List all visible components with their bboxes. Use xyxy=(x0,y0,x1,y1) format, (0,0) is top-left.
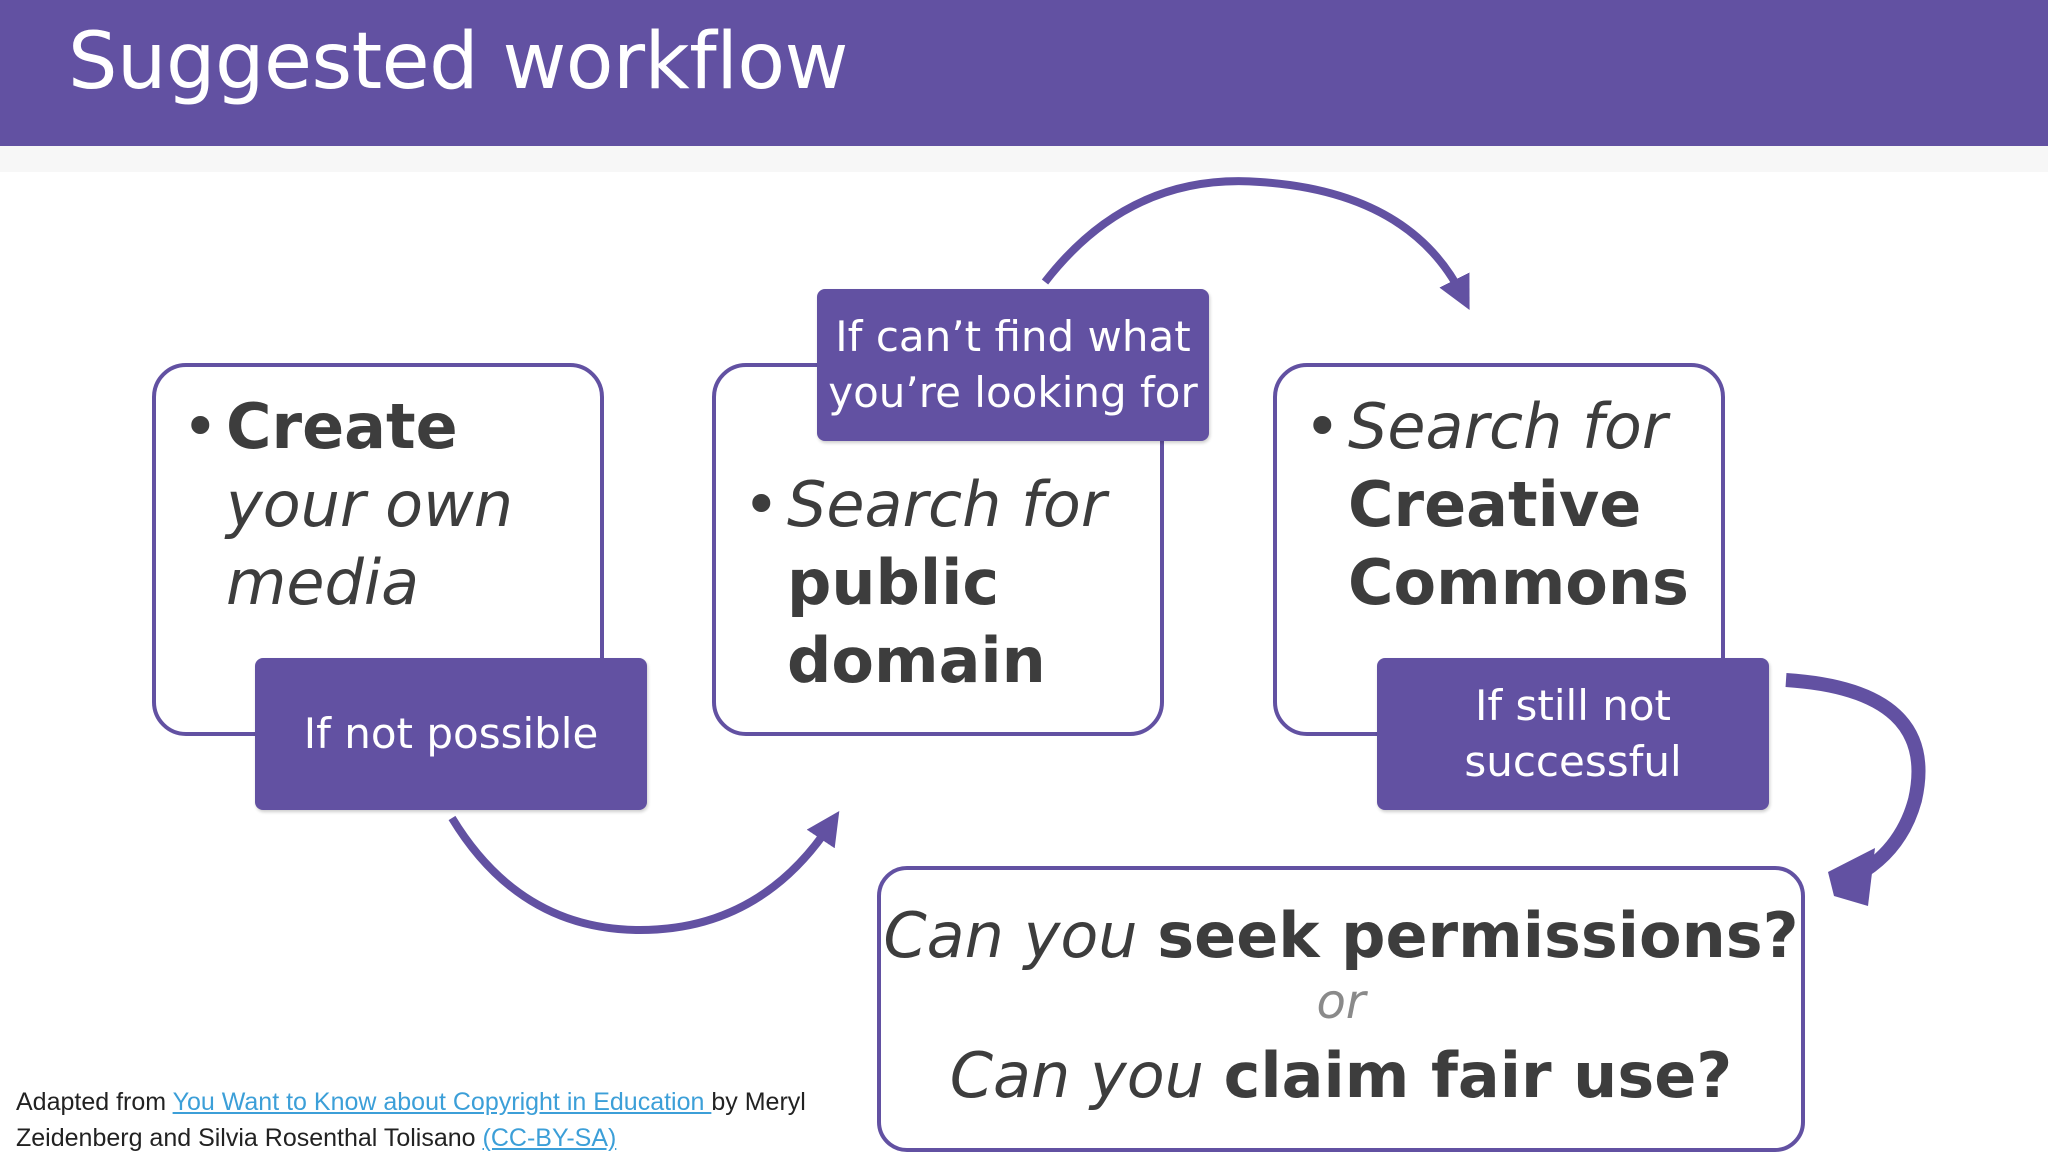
public-domain-box-text: • Search for public domain xyxy=(743,466,1107,700)
create-italic-2: media xyxy=(226,546,420,619)
or-text: or xyxy=(1316,974,1366,1030)
cc-bold-2: Commons xyxy=(1348,546,1689,619)
attribution-prefix: Adapted from xyxy=(16,1088,173,1116)
label-cant-find: If can’t find what you’re looking for xyxy=(817,289,1209,441)
cc-italic: Search for xyxy=(1348,390,1668,463)
header-shadow-strip xyxy=(0,146,2048,172)
bullet: • xyxy=(743,468,780,541)
public-bold-1: public xyxy=(787,546,1000,619)
create-bold: Create xyxy=(226,390,458,463)
arrow-create-to-public xyxy=(448,811,840,935)
attribution-authors: by Meryl Zeidenberg and Silvia Rosenthal… xyxy=(16,1088,806,1152)
arrow-cc-to-final xyxy=(1785,673,1926,887)
creative-commons-box-text: • Search for Creative Commons xyxy=(1304,388,1689,622)
create-box-text: • Create your own media xyxy=(182,388,514,622)
arrow-cc-to-final-head xyxy=(1828,848,1875,906)
bullet: • xyxy=(1304,390,1341,463)
arrow-public-to-cc xyxy=(1041,177,1470,310)
public-italic: Search for xyxy=(787,468,1107,541)
final-question-box: Can you seek permissions? or Can you cla… xyxy=(877,866,1805,1152)
attribution: Adapted from You Want to Know about Copy… xyxy=(16,1084,816,1156)
title-bar: Suggested workflow xyxy=(0,0,2048,146)
question-permissions: Can you seek permissions? xyxy=(883,899,1799,972)
create-italic-1: your own xyxy=(226,468,514,541)
label-if-not-possible: If not possible xyxy=(255,658,647,810)
page-title: Suggested workflow xyxy=(68,17,848,107)
license-link[interactable]: (CC-BY-SA) xyxy=(482,1124,617,1152)
question-fair-use: Can you claim fair use? xyxy=(949,1039,1733,1112)
cc-bold-1: Creative xyxy=(1348,468,1642,541)
source-link[interactable]: You Want to Know about Copyright in Educ… xyxy=(172,1088,712,1116)
bullet: • xyxy=(182,390,219,463)
public-bold-2: domain xyxy=(787,624,1046,697)
label-still-not-successful: If still not successful xyxy=(1377,658,1769,810)
